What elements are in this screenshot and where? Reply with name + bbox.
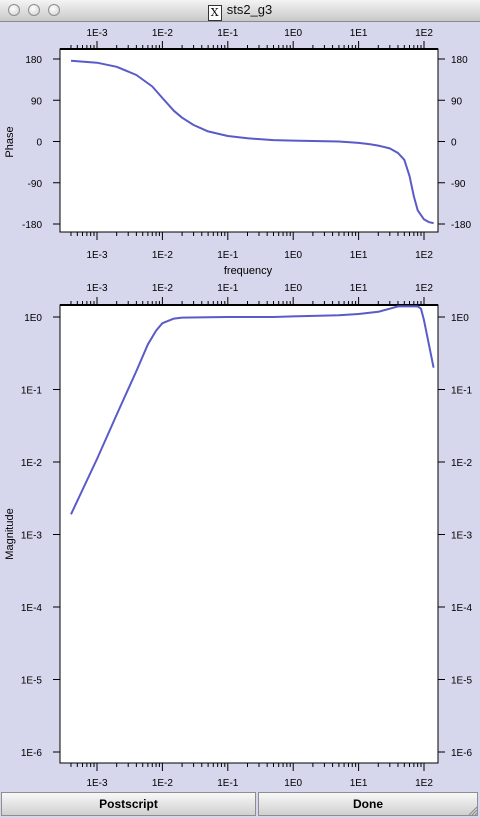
magnitude-x-tick-label-top: 1E1 — [350, 283, 368, 294]
magnitude-x-tick-label-bottom: 1E-1 — [217, 778, 239, 789]
window-zoom-button[interactable] — [48, 4, 60, 16]
window-title: sts2_g3 — [226, 2, 273, 17]
phase-x-tick-label-bottom: 1E-1 — [217, 250, 239, 261]
magnitude-y-tick-label-left: 1E-6 — [21, 748, 43, 759]
magnitude-x-tick-label-top: 1E-2 — [152, 283, 174, 294]
magnitude-series-line — [70, 305, 435, 515]
magnitude-y-axis-label: Magnitude — [4, 508, 16, 559]
magnitude-y-tick-label-left: 1E-3 — [21, 531, 43, 542]
magnitude-y-tick-label-right: 1E-1 — [451, 386, 473, 397]
magnitude-y-tick-label-right: 1E-2 — [451, 458, 473, 469]
phase-plot-area — [59, 48, 439, 233]
magnitude-x-tick-label-bottom: 1E0 — [284, 778, 302, 789]
done-button[interactable]: Done — [258, 792, 478, 816]
phase-x-tick-label-bottom: 1E2 — [415, 250, 433, 261]
magnitude-y-tick-label-right: 1E-3 — [451, 531, 473, 542]
phase-x-tick-label-top: 1E-1 — [217, 28, 239, 39]
series-layer — [70, 59, 435, 515]
magnitude-x-tick-label-bottom: 1E1 — [350, 778, 368, 789]
phase-x-tick-label-top: 1E-3 — [86, 28, 108, 39]
phase-y-tick-label-right: -180 — [451, 220, 471, 231]
ticks-layer — [53, 41, 445, 771]
phase-x-tick-label-top: 1E1 — [350, 28, 368, 39]
phase-x-tick-label-top: 1E0 — [284, 28, 302, 39]
phase-y-tick-label-left: -180 — [22, 220, 42, 231]
phase-y-axis-label: Phase — [4, 126, 16, 157]
magnitude-x-tick-label-bottom: 1E-3 — [86, 778, 108, 789]
magnitude-y-tick-label-right: 1E-6 — [451, 748, 473, 759]
phase-x-tick-label-top: 1E2 — [415, 28, 433, 39]
button-bar: Postscript Done — [0, 790, 480, 818]
labels-layer: 1E-3 1E-3 1E-2 1E-2 1E-1 1E-1 1E0 1E0 1E1 1E1 1E2 1… — [21, 28, 473, 789]
phase-x-tick-label-top: 1E-2 — [152, 28, 174, 39]
magnitude-x-tick-label-bottom: 1E2 — [415, 778, 433, 789]
phase-x-tick-label-bottom: 1E-2 — [152, 250, 174, 261]
postscript-button[interactable]: Postscript — [1, 792, 256, 816]
phase-x-tick-label-bottom: 1E1 — [350, 250, 368, 261]
phase-x-axis-label: frequency — [224, 265, 273, 277]
phase-y-tick-label-right: -90 — [451, 179, 466, 190]
magnitude-y-tick-label-left: 1E-5 — [21, 676, 43, 687]
magnitude-plot-area — [59, 304, 439, 764]
x11-icon: X — [207, 5, 222, 21]
magnitude-y-tick-label-right: 1E-5 — [451, 676, 473, 687]
phase-series-line — [70, 59, 434, 225]
magnitude-y-tick-label-left: 1E-4 — [21, 603, 43, 614]
magnitude-x-tick-label-bottom: 1E-2 — [152, 778, 174, 789]
magnitude-x-tick-label-top: 1E2 — [415, 283, 433, 294]
resize-grip-icon[interactable] — [467, 805, 478, 816]
phase-y-tick-label-right: 180 — [451, 55, 468, 66]
bode-plot: 1E-3 1E-3 1E-2 1E-2 1E-1 1E-1 1E0 1E0 1E1 1E1 1E2 1… — [4, 28, 473, 789]
magnitude-y-tick-label-left: 1E-2 — [21, 458, 43, 469]
phase-y-tick-label-left: 0 — [36, 138, 42, 149]
magnitude-y-tick-label-right: 1E-4 — [451, 603, 473, 614]
magnitude-y-tick-label-left: 1E0 — [24, 313, 42, 324]
window-minimize-button[interactable] — [28, 4, 40, 16]
phase-y-tick-label-right: 90 — [451, 96, 463, 107]
phase-y-tick-label-left: 180 — [25, 55, 42, 66]
magnitude-x-tick-label-top: 1E-1 — [217, 283, 239, 294]
magnitude-y-tick-label-right: 1E0 — [451, 313, 469, 324]
phase-x-tick-label-bottom: 1E0 — [284, 250, 302, 261]
phase-x-tick-label-bottom: 1E-3 — [86, 250, 108, 261]
phase-y-tick-label-left: 90 — [31, 96, 43, 107]
phase-y-tick-label-right: 0 — [451, 138, 457, 149]
phase-y-tick-label-left: -90 — [28, 179, 43, 190]
magnitude-y-tick-label-left: 1E-1 — [21, 386, 43, 397]
magnitude-x-tick-label-top: 1E0 — [284, 283, 302, 294]
magnitude-x-tick-label-top: 1E-3 — [86, 283, 108, 294]
window-close-button[interactable] — [8, 4, 20, 16]
